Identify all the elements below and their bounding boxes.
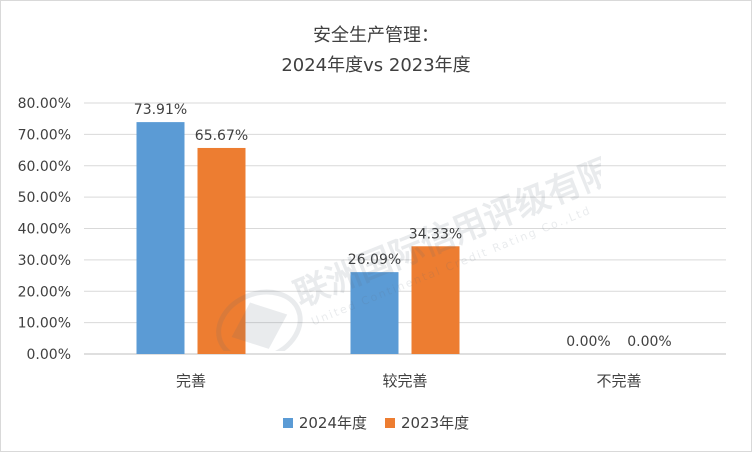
x-category-label: 完善 [176, 372, 206, 390]
y-tick-label: 70.00% [18, 127, 71, 143]
data-label-2024: 0.00% [566, 334, 610, 350]
data-label-2024: 73.91% [134, 102, 187, 118]
chart-title-line-2: 2024年度vs 2023年度 [281, 55, 471, 76]
data-label-2023: 0.00% [627, 334, 671, 350]
bar-2024 [136, 122, 185, 354]
legend-swatch-2023 [385, 417, 395, 428]
legend-label-2023: 2023年度 [401, 414, 470, 432]
y-tick-label: 60.00% [18, 159, 71, 175]
y-tick-label: 30.00% [18, 253, 71, 269]
bar-2023 [197, 147, 246, 354]
y-tick-label: 20.00% [18, 284, 71, 300]
bar-2024 [350, 272, 399, 354]
legend-item-2024: 2024年度 [282, 412, 367, 433]
legend-item-2023: 2023年度 [385, 412, 469, 433]
y-tick-label: 50.00% [18, 190, 71, 206]
data-label-2023: 34.33% [409, 226, 462, 242]
x-category-label: 较完善 [382, 372, 427, 390]
legend-label-2024: 2024年度 [298, 414, 367, 432]
bar-2023 [411, 246, 460, 354]
y-tick-label: 80.00% [18, 96, 71, 112]
y-tick-label: 40.00% [18, 222, 71, 238]
legend-swatch-2024 [282, 417, 293, 428]
data-label-2024: 26.09% [348, 252, 401, 268]
data-label-2023: 65.67% [195, 128, 248, 144]
chart-title-line-1: 安全生产管理： [313, 25, 439, 46]
legend: 2024年度 2023年度 [1, 412, 751, 433]
y-tick-label: 0.00% [27, 347, 71, 363]
y-tick-label: 10.00% [18, 316, 71, 332]
x-category-label: 不完善 [596, 372, 641, 390]
